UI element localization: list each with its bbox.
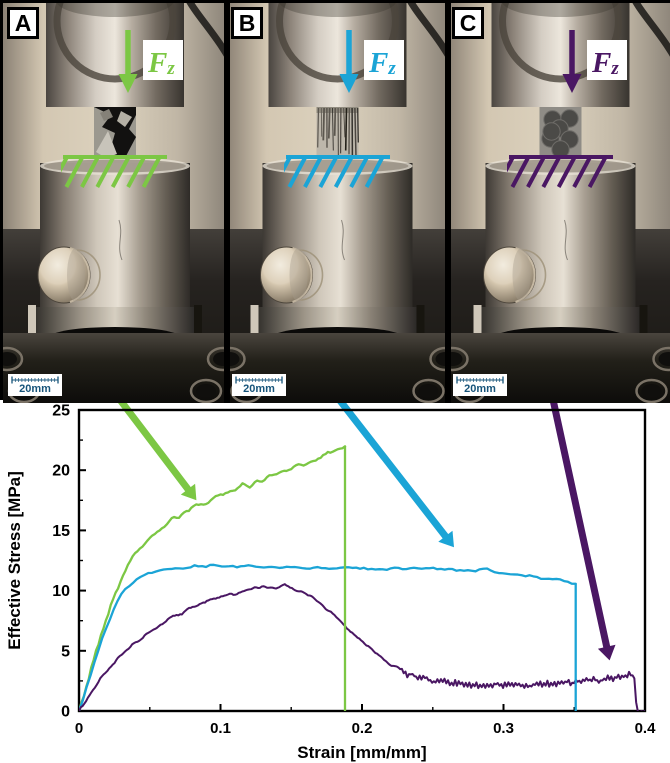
svg-text:0: 0 (75, 720, 83, 737)
svg-text:Effective Stress [MPa]: Effective Stress [MPa] (5, 471, 24, 650)
svg-text:0.3: 0.3 (493, 720, 514, 737)
svg-text:0.4: 0.4 (635, 720, 657, 737)
svg-text:20mm: 20mm (19, 383, 51, 395)
svg-text:25: 25 (52, 403, 70, 420)
svg-text:15: 15 (52, 523, 70, 540)
svg-text:20mm: 20mm (243, 383, 275, 395)
svg-text:Strain [mm/mm]: Strain [mm/mm] (297, 743, 426, 762)
svg-text:20: 20 (52, 463, 70, 480)
svg-text:0.1: 0.1 (210, 720, 231, 737)
svg-text:10: 10 (52, 583, 70, 600)
svg-text:0: 0 (61, 704, 70, 721)
svg-text:5: 5 (61, 643, 70, 660)
svg-text:0.2: 0.2 (352, 720, 373, 737)
svg-text:20mm: 20mm (464, 383, 496, 395)
